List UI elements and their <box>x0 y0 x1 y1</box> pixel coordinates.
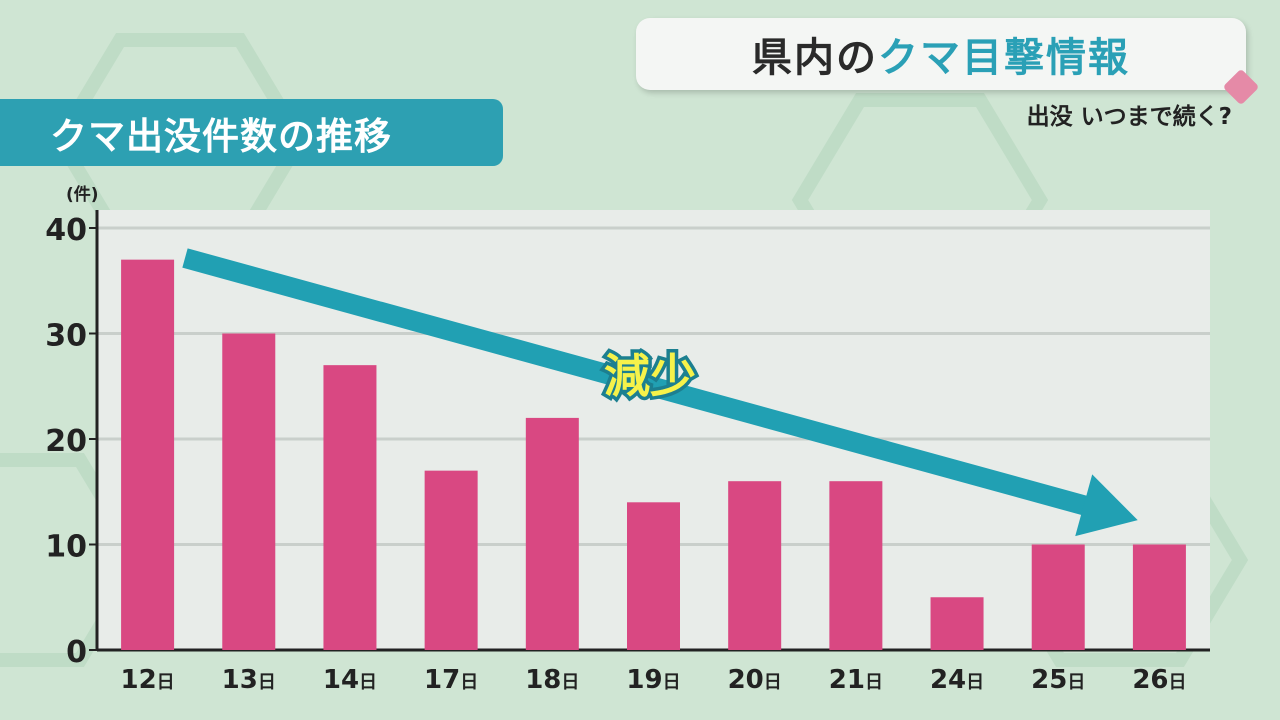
bar <box>121 259 175 650</box>
title-panel: 県内の クマ目撃情報 <box>636 18 1246 90</box>
x-tick-label: 21日 <box>829 665 883 695</box>
trend-arrow-shaft <box>182 248 1095 518</box>
trend-arrow-head <box>1075 474 1138 537</box>
x-tick-label: 13日 <box>222 665 276 695</box>
bar <box>1132 544 1186 650</box>
y-tick-label: 10 <box>45 530 87 565</box>
bar <box>424 470 478 650</box>
y-axis-unit: (件) <box>66 185 99 205</box>
subtitle: 出没 いつまで続く? <box>1026 104 1232 130</box>
bar <box>323 365 377 650</box>
x-tick-label: 17日 <box>424 665 478 695</box>
y-tick-label: 30 <box>45 319 87 354</box>
bar <box>829 481 883 650</box>
bar <box>728 481 782 650</box>
x-tick-label: 20日 <box>728 665 782 695</box>
x-tick-label: 26日 <box>1132 665 1186 695</box>
section-label: クマ出没件数の推移 <box>0 99 503 166</box>
trend-label: 減少 <box>604 349 696 403</box>
bar <box>525 417 579 650</box>
bar <box>930 597 984 650</box>
title-prefix: 県内の <box>752 35 878 81</box>
x-tick-label: 12日 <box>120 665 174 695</box>
x-tick-label: 24日 <box>930 665 984 695</box>
trend-arrow <box>182 248 1138 537</box>
page-title: 県内の クマ目撃情報 <box>636 18 1246 90</box>
x-tick-label: 19日 <box>626 665 680 695</box>
x-tick-label: 25日 <box>1031 665 1085 695</box>
x-tick-label: 14日 <box>323 665 377 695</box>
title-accent: クマ目撃情報 <box>878 35 1130 81</box>
x-tick-label: 18日 <box>525 665 579 695</box>
y-tick-label: 0 <box>66 635 87 670</box>
y-tick-label: 40 <box>45 213 87 248</box>
bar <box>1031 544 1085 650</box>
bar <box>627 502 680 650</box>
y-tick-label: 20 <box>45 424 87 459</box>
bar <box>222 333 276 650</box>
